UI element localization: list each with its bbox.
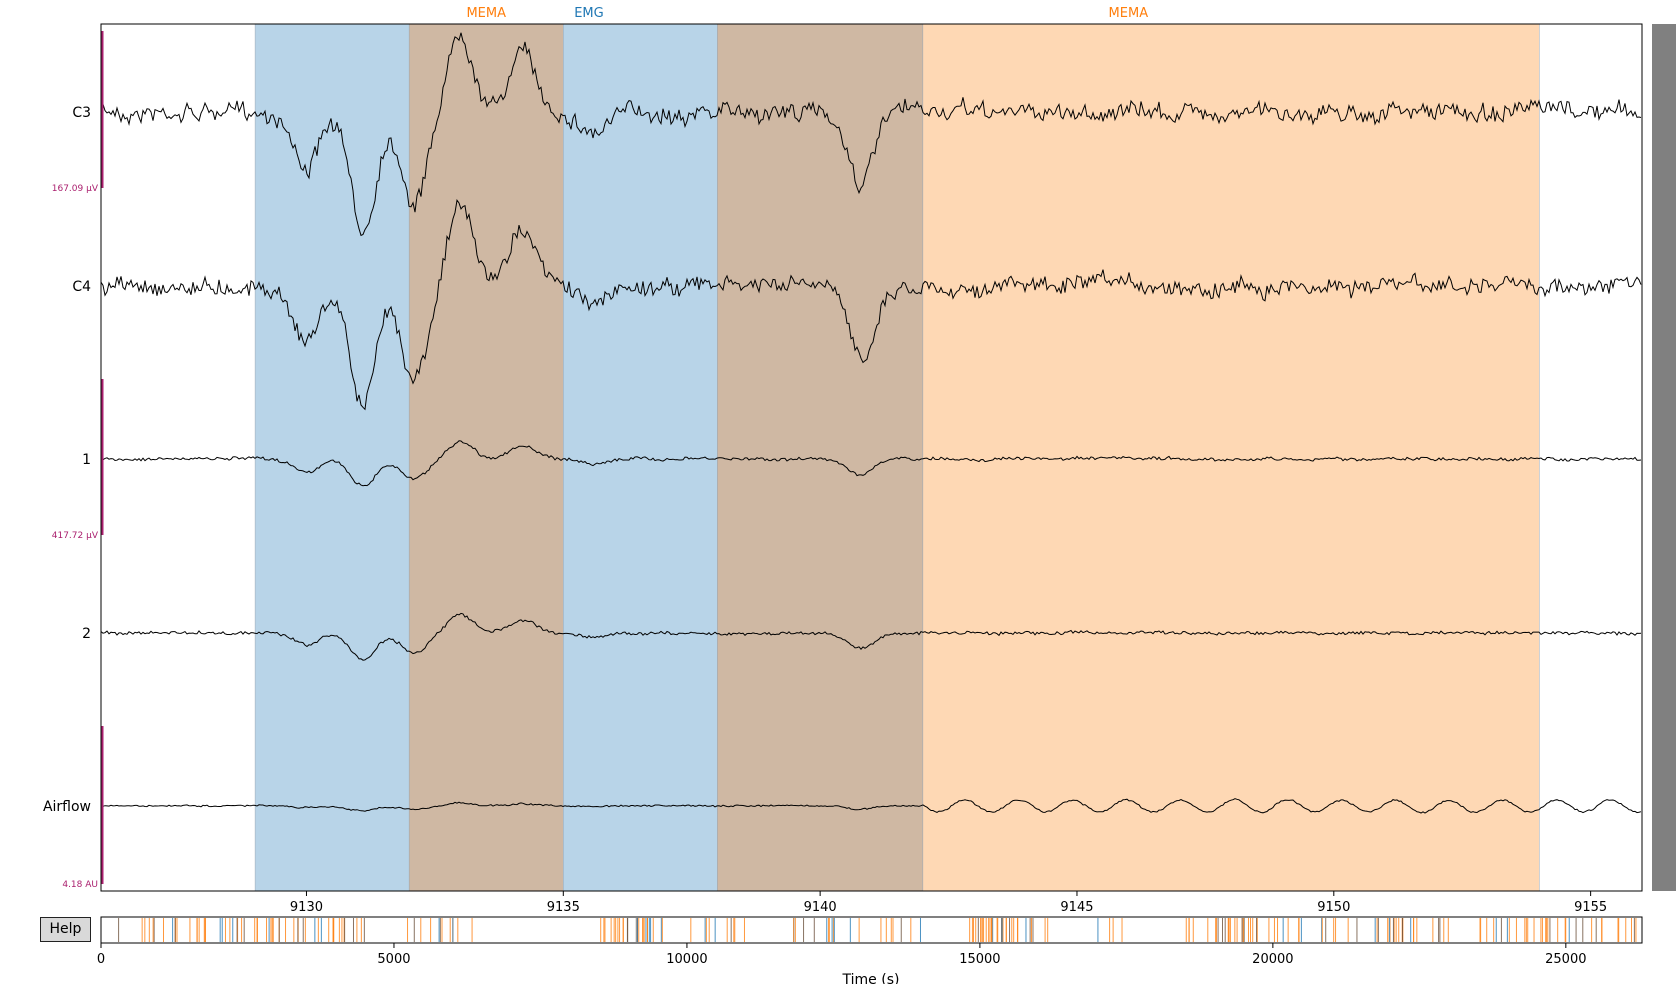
channel-scrollbar[interactable]	[1652, 24, 1676, 891]
x-tick-label-9140: 9140	[804, 900, 837, 915]
scale-bar-label-2: 4.18 AU	[62, 880, 98, 890]
scale-bar-label-0: 167.09 µV	[52, 184, 99, 194]
trace-C3	[100, 32, 1642, 237]
annotation-header-label-1: EMG	[574, 6, 604, 21]
annotation-header-label-2: MEMA	[1109, 6, 1149, 21]
trace-C4	[100, 199, 1642, 411]
annotation-band-3	[717, 23, 924, 892]
annotation-bands	[254, 23, 1540, 892]
overview-tick-label-10000: 10000	[666, 952, 707, 967]
channel-label-C4: C4	[72, 279, 91, 295]
annotation-band-2	[563, 23, 718, 892]
channel-label-1: 1	[82, 452, 91, 468]
x-tick-label-9145: 9145	[1060, 900, 1093, 915]
signal-traces	[100, 32, 1642, 814]
channel-labels: C3 C4 1 2 Airflow	[43, 105, 91, 815]
overview-tick-label-25000: 25000	[1545, 952, 1586, 967]
overview-bar[interactable]	[118, 918, 1637, 942]
x-axis-label: Time (s)	[842, 972, 900, 984]
scale-bar-label-1: 417.72 µV	[52, 531, 99, 541]
channel-label-C3: C3	[72, 105, 91, 121]
channel-label-2: 2	[82, 626, 91, 642]
x-tick-label-9130: 9130	[290, 900, 323, 915]
overview-tick-label-5000: 5000	[377, 952, 410, 967]
x-tick-label-9150: 9150	[1317, 900, 1350, 915]
overview-axis-ticks: 0 5000 10000 15000 20000 25000	[97, 943, 1587, 967]
overview-frame	[100, 916, 1643, 944]
annotation-band-0	[254, 23, 410, 892]
overview-tick-label-0: 0	[97, 952, 105, 967]
time-axis-ticks: 9130 9135 9140 9145 9150 9155	[290, 891, 1607, 915]
trace-1	[100, 440, 1642, 487]
annotation-band-4	[922, 23, 1540, 892]
scale-bars: 167.09 µV 417.72 µV 4.18 AU	[52, 31, 104, 890]
x-tick-label-9135: 9135	[547, 900, 580, 915]
annotation-header-label-0: MEMA	[466, 6, 506, 21]
trace-2	[100, 612, 1642, 661]
help-button[interactable]: Help	[40, 917, 91, 942]
trace-Airflow	[101, 798, 1642, 814]
annotation-header: MEMA EMG MEMA	[466, 6, 1148, 21]
overview-view-window	[635, 918, 638, 942]
main-axes-frame	[100, 23, 1643, 892]
overview-tick-label-20000: 20000	[1252, 952, 1293, 967]
overview-tick-label-15000: 15000	[959, 952, 1000, 967]
x-tick-label-9155: 9155	[1574, 900, 1607, 915]
channel-label-Airflow: Airflow	[43, 799, 91, 815]
